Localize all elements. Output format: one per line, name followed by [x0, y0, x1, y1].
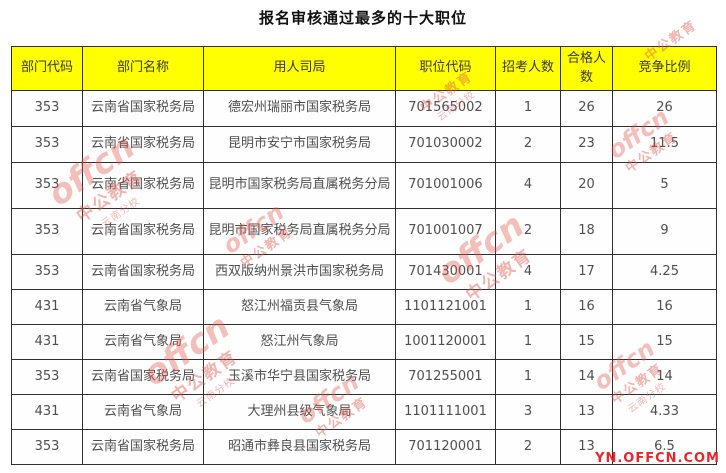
table-cell: 13	[560, 394, 613, 430]
header-row: 部门代码 部门名称 用人司局 职位代码 招考人数 合格人数 竞争比例	[11, 46, 717, 91]
table-cell: 701255001	[395, 359, 496, 395]
table-cell: 701430001	[395, 254, 496, 290]
table-cell: 云南省气象局	[82, 324, 204, 360]
table-cell: 15	[560, 324, 613, 360]
table-cell: 353	[11, 162, 83, 209]
table-cell: 14	[560, 359, 613, 395]
table-cell: 15	[612, 324, 717, 360]
table-cell: 353	[11, 126, 83, 163]
table-row: 431 云南省气象局 怒江州福贡县气象局 1101121001 1 16 16	[11, 289, 717, 325]
table-cell: 353	[11, 208, 83, 255]
table-cell: 5	[612, 162, 717, 209]
table-row: 431 云南省气象局 大理州县级气象局 1101111001 3 13 4.33	[11, 394, 717, 430]
table-row: 353 云南省国家税务局 昭通市彝良县国家税务局 701120001 2 13 …	[11, 429, 717, 465]
table-cell: 20	[560, 162, 613, 209]
table-cell: 26	[560, 90, 613, 127]
table-cell: 云南省气象局	[82, 289, 204, 325]
table-cell: 701001006	[395, 162, 496, 209]
table-cell: 14	[612, 359, 717, 395]
table-cell: 1	[495, 324, 561, 360]
table-cell: 德宏州瑞丽市国家税务局	[203, 90, 396, 127]
table-row: 431 云南省气象局 怒江州气象局 1001120001 1 15 15	[11, 324, 717, 360]
col-competition-ratio: 竞争比例	[612, 46, 717, 91]
table-cell: 云南省国家税务局	[82, 90, 204, 127]
table-cell: 16	[612, 289, 717, 325]
table-row: 353 云南省国家税务局 昆明市安宁市国家税务局 701030002 2 23 …	[11, 126, 717, 163]
table-cell: 701120001	[395, 429, 496, 465]
table-cell: 353	[11, 359, 83, 395]
table-row: 353 云南省国家税务局 昆明市国家税务局直属税务分局 701001007 2 …	[11, 208, 717, 255]
col-qualified-count: 合格人数	[560, 46, 613, 91]
table-cell: 6.5	[612, 429, 717, 465]
table-cell: 16	[560, 289, 613, 325]
col-recruit-count: 招考人数	[495, 46, 561, 91]
table-cell: 4	[495, 254, 561, 290]
table-cell: 1001120001	[395, 324, 496, 360]
table-cell: 怒江州气象局	[203, 324, 396, 360]
table-cell: 昆明市国家税务局直属税务分局	[203, 162, 396, 209]
table-cell: 西双版纳州景洪市国家税务局	[203, 254, 396, 290]
table-cell: 1101111001	[395, 394, 496, 430]
table-cell: 4.33	[612, 394, 717, 430]
table-cell: 11.5	[612, 126, 717, 163]
table-cell: 昭通市彝良县国家税务局	[203, 429, 396, 465]
col-bureau: 用人司局	[203, 46, 396, 91]
table-cell: 353	[11, 254, 83, 290]
table-cell: 昆明市国家税务局直属税务分局	[203, 208, 396, 255]
table-cell: 4.25	[612, 254, 717, 290]
table-row: 353 云南省国家税务局 昆明市国家税务局直属税务分局 701001006 4 …	[11, 162, 717, 209]
table-cell: 2	[495, 208, 561, 255]
table-cell: 9	[612, 208, 717, 255]
table-cell: 1	[495, 90, 561, 127]
table-cell: 1	[495, 359, 561, 395]
table-cell: 2	[495, 126, 561, 163]
table-cell: 353	[11, 429, 83, 465]
table-cell: 大理州县级气象局	[203, 394, 396, 430]
table-cell: 26	[612, 90, 717, 127]
table-row: 353 云南省国家税务局 德宏州瑞丽市国家税务局 701565002 1 26 …	[11, 90, 717, 127]
table-cell: 云南省国家税务局	[82, 208, 204, 255]
table-cell: 431	[11, 289, 83, 325]
table-cell: 3	[495, 394, 561, 430]
table-cell: 玉溪市华宁县国家税务局	[203, 359, 396, 395]
table-cell: 云南省国家税务局	[82, 126, 204, 163]
table-cell: 701030002	[395, 126, 496, 163]
table-cell: 4	[495, 162, 561, 209]
table-cell: 23	[560, 126, 613, 163]
col-dept-code: 部门代码	[11, 46, 83, 91]
table-cell: 17	[560, 254, 613, 290]
table-cell: 431	[11, 324, 83, 360]
table-cell: 云南省国家税务局	[82, 162, 204, 209]
site-url-mark: YN.OFFCN.COM	[595, 451, 720, 466]
positions-table: 部门代码 部门名称 用人司局 职位代码 招考人数 合格人数 竞争比例 353 云…	[11, 46, 717, 465]
table-cell: 701001007	[395, 208, 496, 255]
table-cell: 昆明市安宁市国家税务局	[203, 126, 396, 163]
table-cell: 2	[495, 429, 561, 465]
table-cell: 1	[495, 289, 561, 325]
table-row: 353 云南省国家税务局 玉溪市华宁县国家税务局 701255001 1 14 …	[11, 359, 717, 395]
table-cell: 云南省国家税务局	[82, 429, 204, 465]
table-cell: 1101121001	[395, 289, 496, 325]
table-cell: 353	[11, 90, 83, 127]
table-cell: 431	[11, 394, 83, 430]
table-cell: 云南省国家税务局	[82, 359, 204, 395]
table-row: 353 云南省国家税务局 西双版纳州景洪市国家税务局 701430001 4 1…	[11, 254, 717, 290]
table-cell: 云南省气象局	[82, 394, 204, 430]
table-cell: 云南省国家税务局	[82, 254, 204, 290]
page-title: 报名审核通过最多的十大职位	[258, 9, 467, 27]
table-cell: 13	[560, 429, 613, 465]
table-cell: 怒江州福贡县气象局	[203, 289, 396, 325]
table-cell: 18	[560, 208, 613, 255]
col-position-code: 职位代码	[395, 46, 496, 91]
table-cell: 701565002	[395, 90, 496, 127]
col-dept-name: 部门名称	[82, 46, 204, 91]
